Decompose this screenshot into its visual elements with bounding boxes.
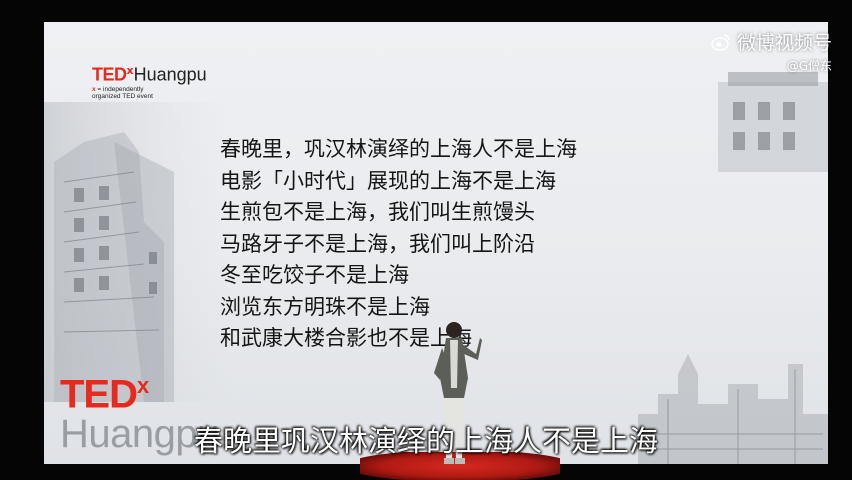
slide-line: 浏览东方明珠不是上海 [220, 294, 430, 319]
logo-tagline: x = independently organized TED event [92, 86, 207, 100]
watermark-user: @G僧东 [786, 59, 832, 73]
tedx-logo-large: TEDx Huangpu [60, 366, 219, 454]
big-logo-x: x [137, 373, 149, 398]
logo-brand: TED [92, 64, 127, 85]
big-logo-city: Huangpu [60, 412, 219, 457]
slide-text-list: 春晚里，巩汉林演绎的上海人不是上海 电影「小时代」展现的上海不是上海 生煎包不是… [220, 134, 577, 355]
slide-line: 和武康大楼合影也不是上海 [220, 326, 472, 350]
building-sketch-top-right [718, 72, 828, 172]
watermark: 微博视频号 @G僧东 [711, 28, 832, 74]
video-subtitle: 春晚里巩汉林演绎的上海人不是上海 [193, 424, 658, 458]
tedx-logo-small: TEDxHuangpu x = independently organized … [92, 64, 207, 100]
slide-line: 马路牙子不是上海，我们叫上阶沿 [220, 231, 535, 256]
tag-x: x [92, 86, 96, 94]
tag-line-2: organized TED event [92, 93, 153, 101]
big-logo-brand: TED [60, 372, 138, 417]
building-sketch-left [44, 102, 234, 402]
slide-line: 春晚里，巩汉林演绎的上海人不是上海 [220, 137, 577, 161]
watermark-title: 微博视频号 [736, 32, 832, 54]
slide-line: 冬至吃饺子不是上海 [220, 263, 409, 287]
projection-screen: TEDxHuangpu x = independently organized … [44, 22, 828, 464]
slide-line: 生煎包不是上海，我们叫生煎馒头 [220, 200, 535, 224]
skyline-sketch-bottom-right [638, 354, 828, 464]
slide-line: 电影「小时代」展现的上海不是上海 [220, 168, 556, 193]
logo-x: x [126, 64, 134, 77]
speaker-figure [434, 322, 482, 464]
tag-line-1: = independently [95, 86, 144, 94]
weibo-icon [711, 33, 730, 51]
logo-city: Huangpu [133, 64, 207, 85]
